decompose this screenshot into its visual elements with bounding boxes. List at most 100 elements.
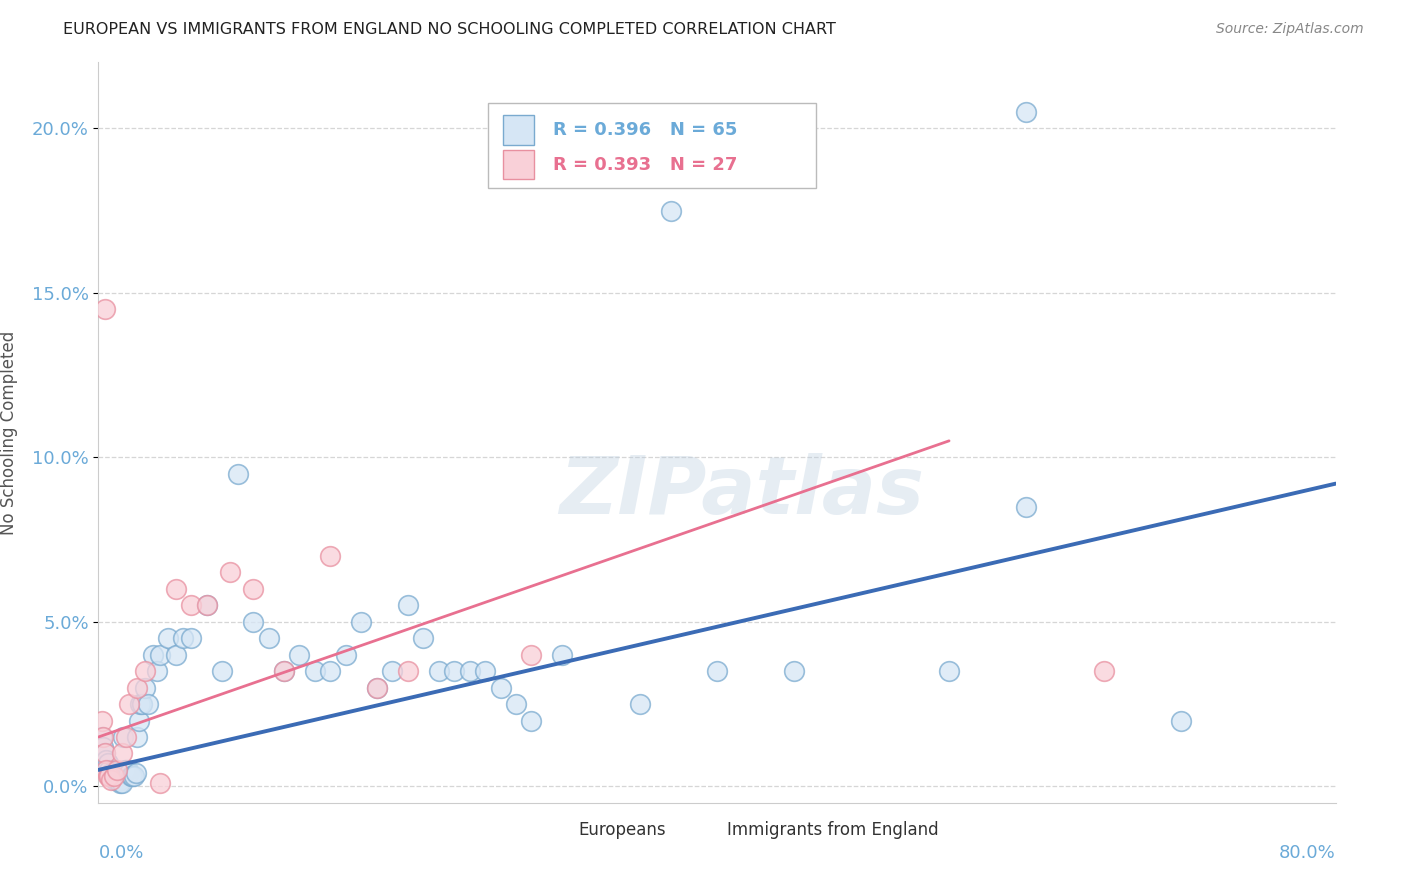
Point <box>107 774 129 789</box>
Point <box>304 664 326 678</box>
Point <box>120 769 142 783</box>
Point <box>319 549 342 563</box>
Point <box>288 648 311 662</box>
Point <box>105 772 128 787</box>
Point <box>366 681 388 695</box>
Point <box>134 664 156 678</box>
Point <box>219 566 242 580</box>
Point <box>180 599 202 613</box>
Point <box>172 632 194 646</box>
Point <box>131 697 153 711</box>
Point <box>195 599 218 613</box>
Point <box>273 664 295 678</box>
Point <box>520 714 543 728</box>
Point <box>520 648 543 662</box>
Point <box>489 681 512 695</box>
Point <box>443 664 465 678</box>
FancyBboxPatch shape <box>692 822 720 838</box>
Point <box>505 697 527 711</box>
Point <box>98 769 121 783</box>
Point <box>474 664 496 678</box>
Point <box>396 599 419 613</box>
Point <box>97 756 120 771</box>
Point <box>90 730 112 744</box>
Point <box>706 664 728 678</box>
Text: R = 0.393   N = 27: R = 0.393 N = 27 <box>553 155 737 174</box>
Point <box>149 776 172 790</box>
Point <box>115 730 138 744</box>
Point <box>257 632 280 646</box>
Point <box>350 615 373 629</box>
FancyBboxPatch shape <box>544 822 571 838</box>
Point <box>141 648 165 662</box>
Point <box>551 648 574 662</box>
Point <box>100 766 122 780</box>
Text: Immigrants from England: Immigrants from England <box>727 822 939 839</box>
Point <box>93 747 115 761</box>
Point <box>101 769 124 783</box>
Point <box>93 747 115 761</box>
Point <box>1170 714 1192 728</box>
Point <box>114 763 136 777</box>
Point <box>146 664 169 678</box>
Point <box>121 769 143 783</box>
Point <box>111 776 132 790</box>
Point <box>97 769 120 783</box>
Point <box>165 648 187 662</box>
Point <box>124 766 146 780</box>
Point <box>111 747 132 761</box>
Point <box>1092 664 1115 678</box>
Point <box>117 763 139 777</box>
FancyBboxPatch shape <box>488 103 815 188</box>
Point <box>396 664 419 678</box>
FancyBboxPatch shape <box>503 150 534 179</box>
Text: R = 0.396   N = 65: R = 0.396 N = 65 <box>553 120 737 139</box>
Point <box>127 730 149 744</box>
Text: 0.0%: 0.0% <box>98 844 143 862</box>
Point <box>1015 500 1038 514</box>
Text: EUROPEAN VS IMMIGRANTS FROM ENGLAND NO SCHOOLING COMPLETED CORRELATION CHART: EUROPEAN VS IMMIGRANTS FROM ENGLAND NO S… <box>63 22 837 37</box>
FancyBboxPatch shape <box>503 115 534 145</box>
Y-axis label: No Schooling Completed: No Schooling Completed <box>0 331 18 534</box>
Point <box>157 632 180 646</box>
Point <box>129 697 152 711</box>
Point <box>458 664 481 678</box>
Point <box>136 697 159 711</box>
Point <box>90 714 112 728</box>
Text: ZIPatlas: ZIPatlas <box>560 453 924 531</box>
Point <box>226 467 249 481</box>
Point <box>366 681 388 695</box>
Point <box>118 766 141 780</box>
Point <box>938 664 960 678</box>
Point <box>412 632 434 646</box>
Point <box>628 697 651 711</box>
Point <box>1015 104 1038 119</box>
Point <box>96 763 118 777</box>
Point <box>273 664 295 678</box>
Point <box>122 769 145 783</box>
Point <box>211 664 233 678</box>
Point <box>105 763 128 777</box>
Point <box>427 664 450 678</box>
Point <box>128 714 150 728</box>
Point <box>659 203 682 218</box>
Point <box>100 772 122 787</box>
Point <box>127 681 149 695</box>
Text: Europeans: Europeans <box>578 822 666 839</box>
Point <box>103 769 125 783</box>
Point <box>242 582 264 596</box>
Point <box>242 615 264 629</box>
Point <box>134 681 156 695</box>
Point <box>783 664 806 678</box>
Point <box>98 763 121 777</box>
Point <box>96 753 118 767</box>
Point <box>180 632 202 646</box>
Point <box>108 776 131 790</box>
Point <box>149 648 172 662</box>
Point <box>165 582 187 596</box>
Point <box>335 648 357 662</box>
Point <box>319 664 342 678</box>
Point <box>112 730 135 744</box>
Point <box>93 302 115 317</box>
Text: Source: ZipAtlas.com: Source: ZipAtlas.com <box>1216 22 1364 37</box>
